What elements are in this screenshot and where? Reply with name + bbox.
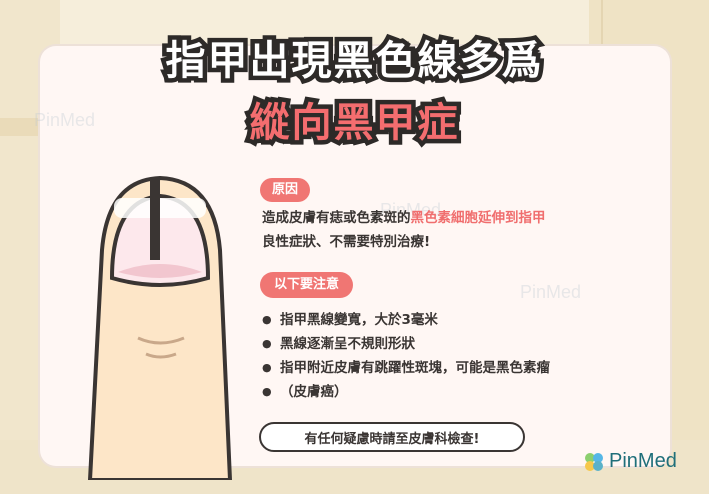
cause-line1-highlight: 黑色素細胞延伸到指甲 [410, 210, 546, 226]
watermark: PinMed [34, 110, 96, 130]
brand-logo: PinMed [583, 450, 677, 473]
cta-pill: 有任何疑慮時請至皮膚科檢查! [259, 422, 525, 452]
title-line1: 指甲出現黑色線多爲 [161, 34, 546, 89]
cause-text: 造成皮膚有痣或色素斑的黑色素細胞延伸到指甲 良性症狀、不需要特別治療! [262, 206, 642, 254]
notice-tag: 以下要注意 [260, 272, 354, 298]
logo-icon [585, 452, 603, 471]
black-line [150, 180, 160, 260]
finger-illustration [87, 175, 233, 480]
notice-list: 指甲黑線變寬，大於3毫米 黑線逐漸呈不規則形狀 指甲附近皮膚有跳躍性斑塊，可能是… [262, 308, 642, 404]
list-item: 指甲黑線變寬，大於3毫米 [262, 308, 642, 332]
cause-tag: 原因 [260, 178, 311, 202]
logo-text: PinMed [609, 450, 677, 472]
watermark: PinMed [520, 282, 582, 302]
list-item: 指甲附近皮膚有跳躍性斑塊，可能是黑色素瘤 [262, 356, 642, 380]
cause-line1-prefix: 造成皮膚有痣或色素斑的 [262, 210, 411, 226]
title-line2: 縱向黑甲症 [245, 96, 462, 151]
list-item: 黑線逐漸呈不規則形狀 [262, 332, 642, 356]
watermark: PinMed [380, 200, 442, 220]
list-item: （皮膚癌） [262, 380, 642, 404]
cause-line2: 良性症狀、不需要特別治療! [262, 234, 431, 250]
